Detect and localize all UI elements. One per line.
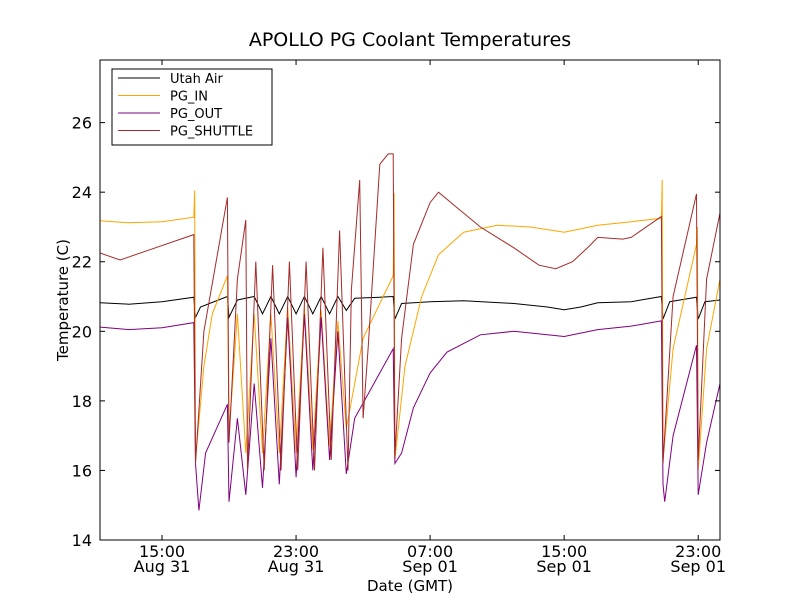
legend-label: Utah Air [170, 72, 223, 87]
y-tick-label: 14 [72, 531, 92, 550]
chart-title: APOLLO PG Coolant Temperatures [249, 29, 571, 51]
plot-area [99, 153, 721, 511]
series-line-utah-air [99, 295, 721, 320]
legend: Utah Air PG_IN PG_OUT PG_SHUTTLE [111, 68, 273, 146]
y-tick-label: 24 [72, 183, 92, 202]
x-tick-label-date: Sep 01 [402, 557, 458, 576]
y-tick-label: 22 [72, 253, 92, 272]
plot-frame [99, 59, 721, 541]
x-tick-label-time: 15:00 [139, 542, 185, 561]
x-tick-label-time: 07:00 [407, 542, 453, 561]
series-line-pg-out [99, 313, 721, 511]
y-tick-label: 26 [72, 114, 92, 133]
x-tick-label-date: Aug 31 [134, 557, 191, 576]
series-line-pg-in [99, 179, 721, 471]
legend-label: PG_IN [170, 90, 208, 105]
y-tick-label: 16 [72, 461, 92, 480]
legend-box [111, 68, 273, 146]
legend-label: PG_SHUTTLE [170, 125, 253, 140]
x-tick-label-date: Sep 01 [670, 557, 726, 576]
x-tick-label-date: Sep 01 [536, 557, 592, 576]
y-tick-label: 20 [72, 322, 92, 341]
x-tick-label-time: 15:00 [541, 542, 587, 561]
y-tick-label: 18 [72, 392, 92, 411]
legend-label: PG_OUT [170, 107, 222, 122]
x-tick-label-date: Aug 31 [268, 557, 325, 576]
x-axis-label: Date (GMT) [367, 577, 453, 595]
x-tick-label-time: 23:00 [273, 542, 319, 561]
x-tick-label-time: 23:00 [675, 542, 721, 561]
y-axis: 14 16 18 20 22 24 26 [72, 114, 720, 550]
y-axis-label: Temperature (C) [54, 239, 72, 362]
series-line-pg-shuttle [99, 153, 721, 471]
